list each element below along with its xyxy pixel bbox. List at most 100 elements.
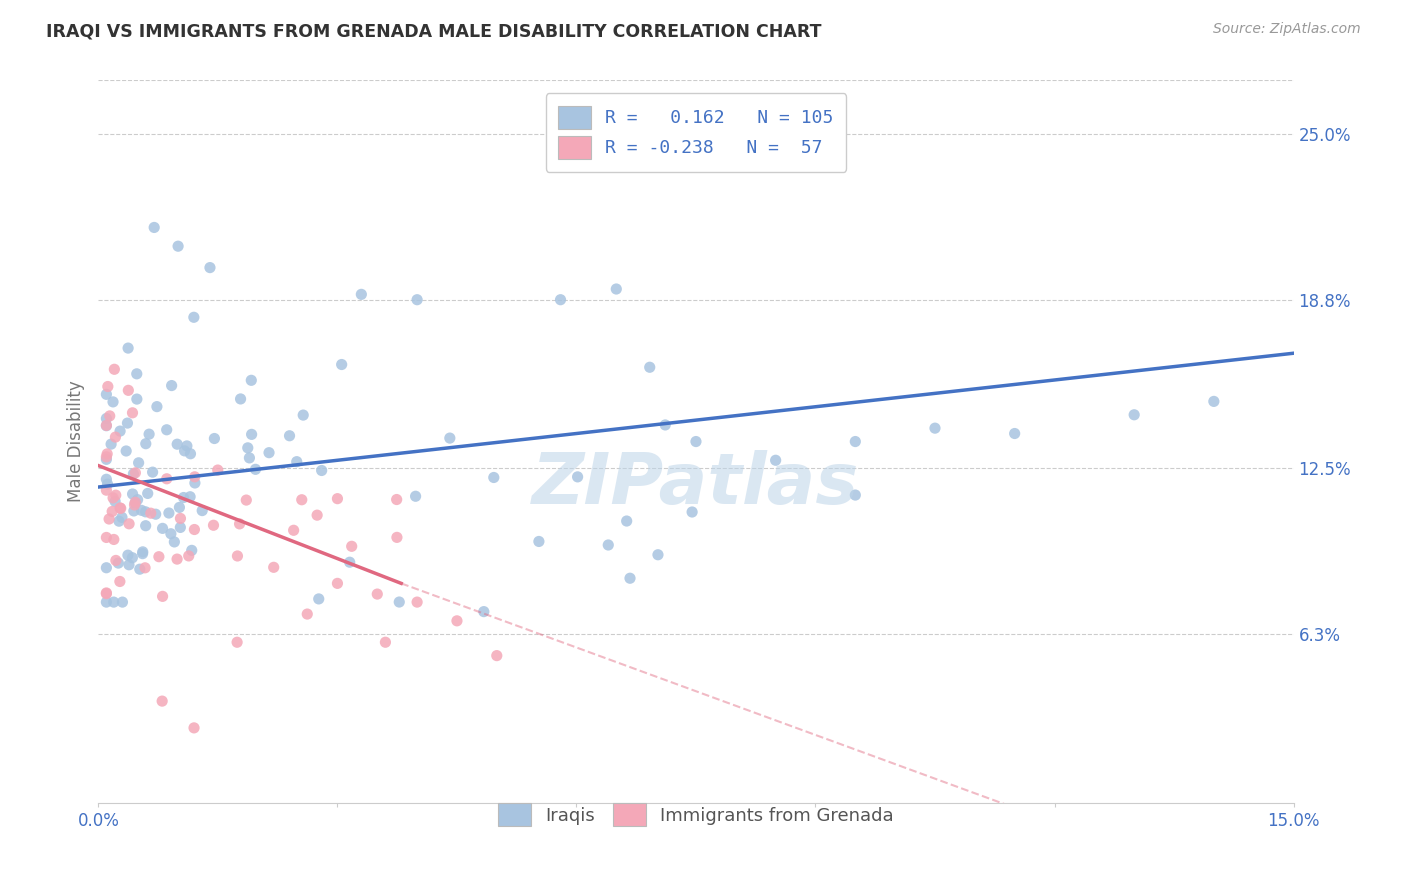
Point xyxy=(96,586,118,600)
Point xyxy=(1202,394,1225,409)
Point xyxy=(177,549,200,563)
Point xyxy=(472,605,495,619)
Point xyxy=(183,470,205,484)
Point xyxy=(117,384,139,398)
Point xyxy=(226,549,249,563)
Point xyxy=(96,472,118,486)
Point xyxy=(134,561,156,575)
Point xyxy=(128,456,150,470)
Point xyxy=(527,534,550,549)
Text: Source: ZipAtlas.com: Source: ZipAtlas.com xyxy=(1213,22,1361,37)
Point xyxy=(283,523,305,537)
Point xyxy=(124,496,146,510)
Point xyxy=(183,523,205,537)
Point xyxy=(285,455,308,469)
Point xyxy=(240,373,263,387)
Point xyxy=(96,452,118,467)
Point xyxy=(152,521,174,535)
Point xyxy=(765,453,787,467)
Point xyxy=(124,498,146,512)
Point xyxy=(681,505,703,519)
Point xyxy=(202,518,225,533)
Point xyxy=(307,508,329,523)
Point xyxy=(135,505,157,519)
Point xyxy=(96,531,118,545)
Point xyxy=(135,518,157,533)
Point xyxy=(326,491,349,506)
Point xyxy=(118,558,141,572)
Point xyxy=(169,500,191,515)
Y-axis label: Male Disability: Male Disability xyxy=(67,381,86,502)
Point xyxy=(96,450,118,464)
Point xyxy=(550,293,572,307)
Point xyxy=(108,514,131,528)
Point xyxy=(146,400,169,414)
Point xyxy=(101,395,124,409)
Point xyxy=(385,530,408,544)
Point xyxy=(169,511,191,525)
Point xyxy=(96,560,118,574)
Point xyxy=(406,293,429,307)
Point xyxy=(121,550,143,565)
Point xyxy=(135,436,157,450)
Point xyxy=(330,358,353,372)
Point xyxy=(118,516,141,531)
Point xyxy=(98,512,121,526)
Point xyxy=(350,287,373,301)
Point xyxy=(163,535,186,549)
Point xyxy=(122,504,145,518)
Point xyxy=(104,430,127,444)
Point xyxy=(340,539,363,553)
Point xyxy=(124,466,146,480)
Point xyxy=(291,492,314,507)
Point xyxy=(173,443,195,458)
Point xyxy=(278,429,301,443)
Point xyxy=(366,587,388,601)
Point xyxy=(111,595,134,609)
Point xyxy=(183,721,205,735)
Point xyxy=(439,431,461,445)
Point xyxy=(844,434,866,449)
Point xyxy=(156,472,179,486)
Point xyxy=(121,406,143,420)
Point xyxy=(405,489,427,503)
Point xyxy=(257,445,280,459)
Point xyxy=(152,590,174,604)
Point xyxy=(98,409,121,423)
Point xyxy=(122,467,145,481)
Point xyxy=(297,607,319,621)
Point xyxy=(108,424,131,438)
Point xyxy=(202,432,225,446)
Point xyxy=(179,490,201,504)
Point xyxy=(148,549,170,564)
Point xyxy=(132,545,155,559)
Point xyxy=(236,441,259,455)
Point xyxy=(128,562,150,576)
Point xyxy=(685,434,707,449)
Point xyxy=(292,408,315,422)
Point xyxy=(117,548,139,562)
Point xyxy=(115,444,138,458)
Point xyxy=(176,439,198,453)
Point xyxy=(96,418,118,433)
Point xyxy=(96,483,118,498)
Point xyxy=(654,417,676,432)
Point xyxy=(125,367,148,381)
Point xyxy=(117,416,139,430)
Point xyxy=(117,341,139,355)
Point xyxy=(924,421,946,435)
Point xyxy=(605,282,627,296)
Point xyxy=(245,462,267,476)
Point xyxy=(96,411,118,425)
Point xyxy=(647,548,669,562)
Point xyxy=(183,310,205,325)
Legend: Iraqis, Immigrants from Grenada: Iraqis, Immigrants from Grenada xyxy=(491,796,901,833)
Point xyxy=(121,487,143,501)
Point xyxy=(1004,426,1026,441)
Point xyxy=(619,571,641,585)
Point xyxy=(263,560,285,574)
Point xyxy=(166,552,188,566)
Point xyxy=(101,504,124,518)
Point xyxy=(160,378,183,392)
Point xyxy=(131,503,153,517)
